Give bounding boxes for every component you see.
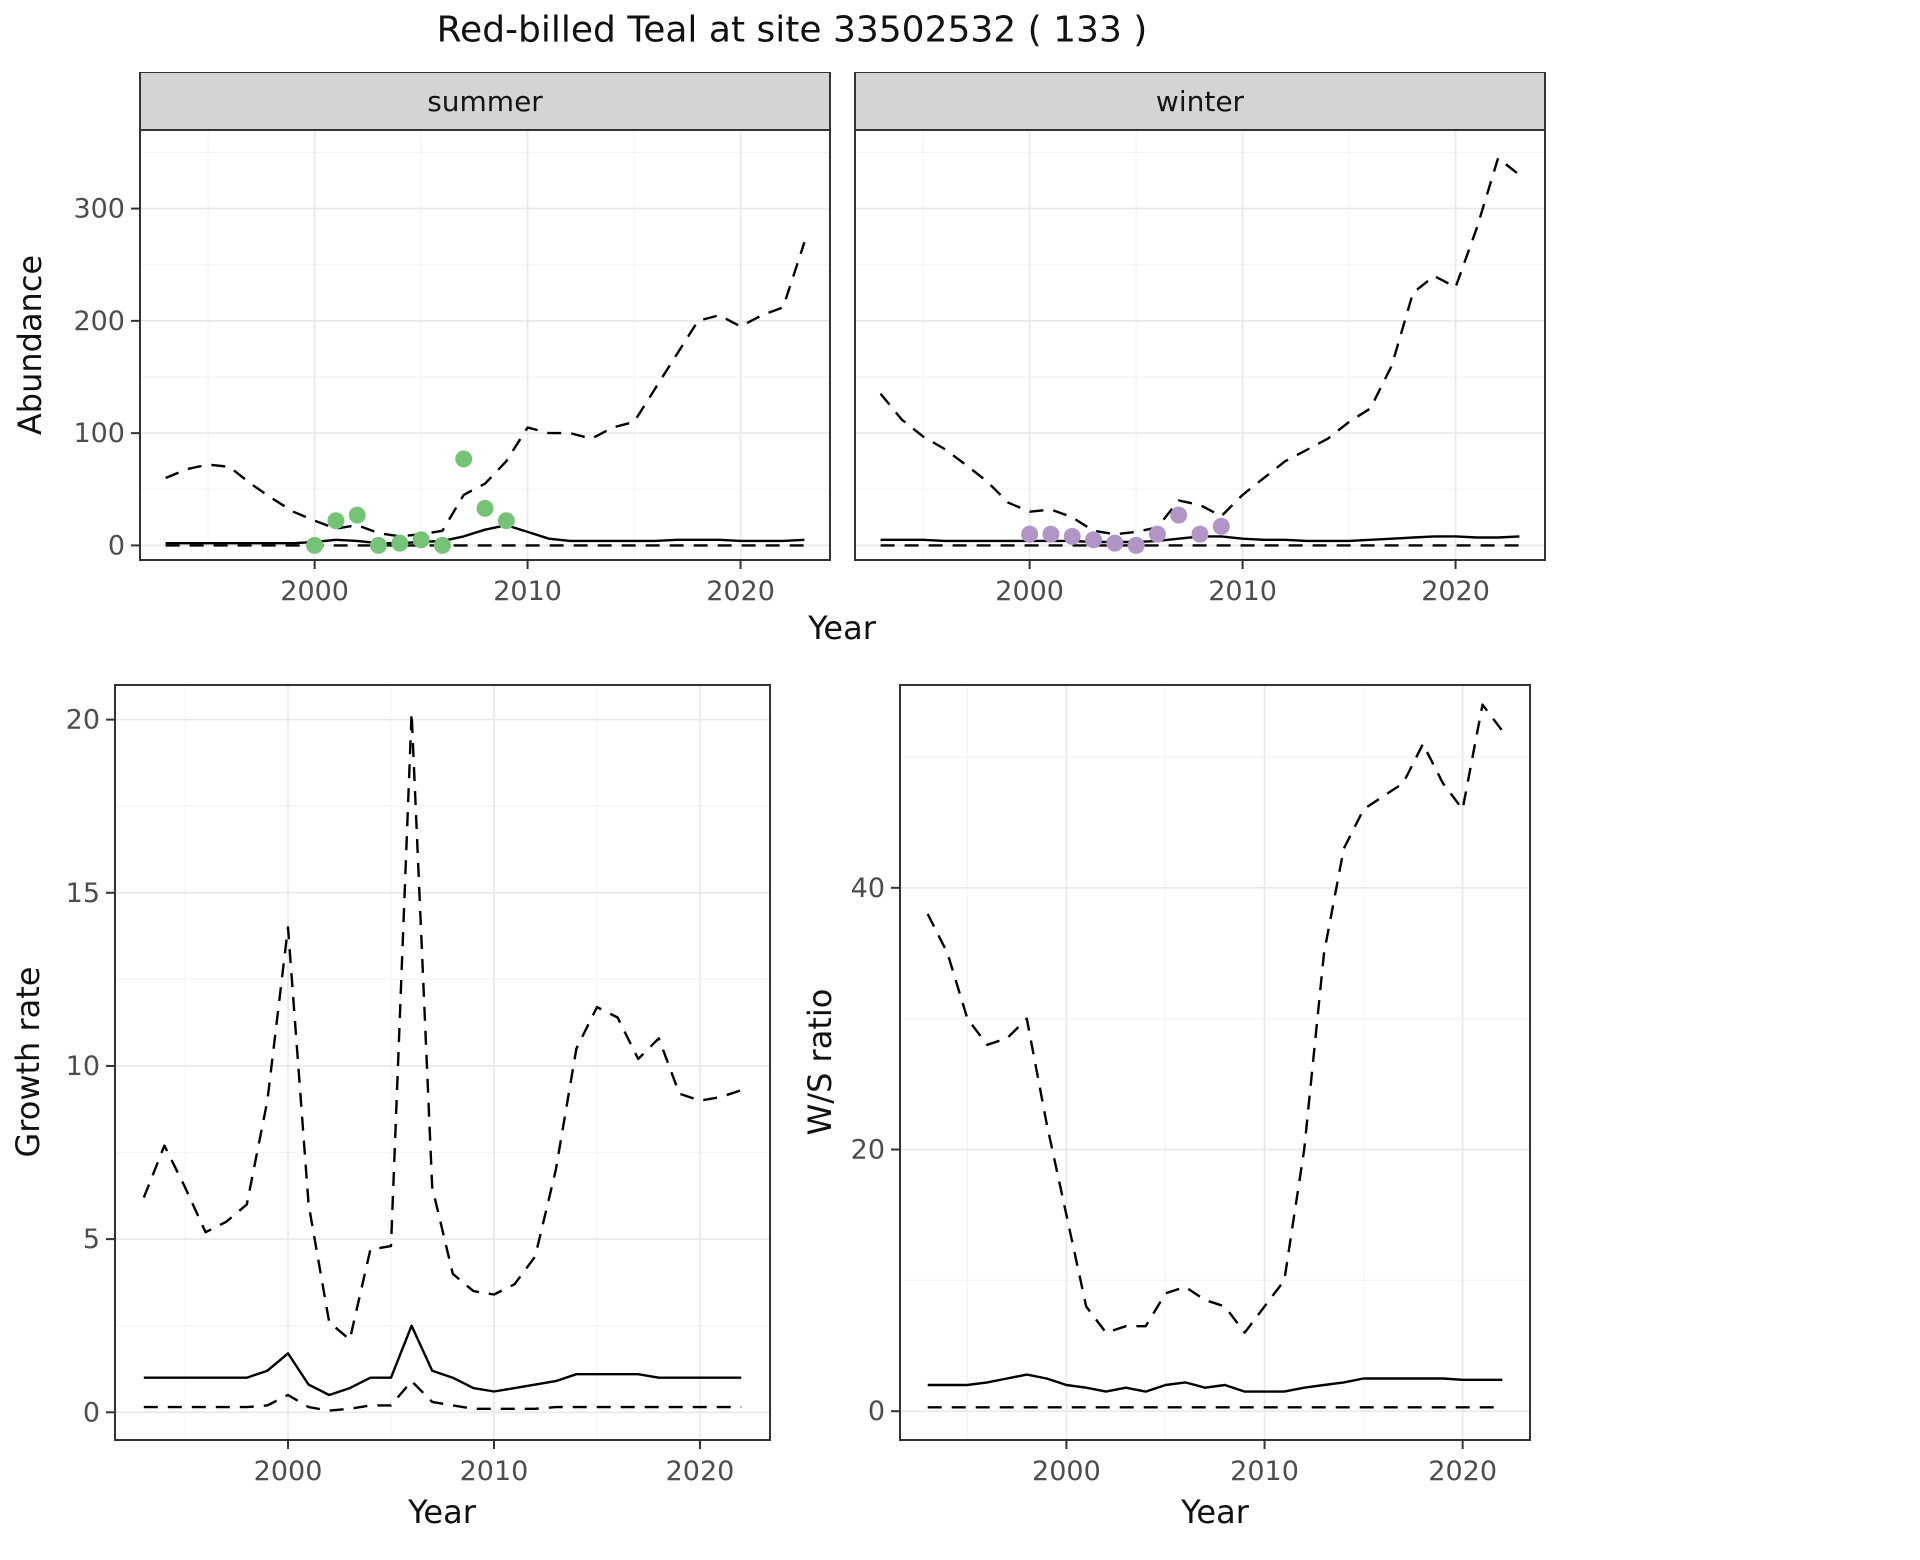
y-tick-label: 20 (66, 705, 100, 736)
gridlines (140, 130, 830, 560)
facet-strip-label: winter (1156, 85, 1245, 118)
series-upper-95-credible (926, 703, 1504, 1334)
y-tick-label: 0 (868, 1396, 885, 1427)
x-tick-label: 2000 (995, 576, 1064, 607)
gridlines (855, 130, 1545, 560)
observed-winter-count (1085, 531, 1103, 549)
observed-winter-count (1021, 525, 1039, 543)
observed-winter-counts (1021, 506, 1230, 554)
y-tick-label: 10 (66, 1051, 100, 1082)
x-tick-label: 2010 (460, 1456, 529, 1487)
y-tick-label: 0 (108, 530, 125, 561)
observed-winter-count (1063, 527, 1081, 545)
x-axis-label-year-bottom-left: Year (408, 1493, 476, 1531)
x-tick-label: 2010 (1230, 1456, 1299, 1487)
y-tick-label: 0 (83, 1397, 100, 1428)
series-median (143, 1324, 742, 1397)
growth-rate-chart: 2000 2010 2020 0 5 10 15 20 (66, 684, 771, 1487)
y-tick-label: 300 (73, 194, 125, 225)
gridlines (115, 685, 770, 1440)
observed-winter-count (1042, 525, 1060, 543)
gridlines (900, 685, 1530, 1440)
series-lower-95-credible (143, 1379, 742, 1412)
ws-ratio-chart: 2000 2010 2020 0 20 40 (851, 684, 1531, 1487)
observed-winter-count (1212, 517, 1230, 535)
x-tick-label: 2020 (1421, 576, 1490, 607)
x-tick-label: 2020 (666, 1456, 735, 1487)
y-axis-label-abundance: Abundance (11, 254, 49, 436)
observed-winter-count (1127, 536, 1145, 554)
y-tick-label: 200 (73, 306, 125, 337)
observed-winter-count (1106, 534, 1124, 552)
abundance-winter-chart: winter 2000 2010 2020 (854, 72, 1546, 607)
x-tick-label: 2010 (493, 576, 562, 607)
observed-summer-count (455, 450, 473, 468)
y-tick-label: 5 (83, 1224, 100, 1255)
panel-background (140, 130, 830, 560)
observed-summer-count (306, 536, 324, 554)
series-upper-95-credible (142, 711, 742, 1341)
observed-winter-count (1148, 525, 1166, 543)
panel-background (900, 685, 1530, 1440)
y-tick-label: 100 (73, 418, 125, 449)
x-tick-label: 2000 (1032, 1456, 1101, 1487)
y-axis-label-ws-ratio: W/S ratio (801, 988, 839, 1136)
x-tick-label: 2000 (280, 576, 349, 607)
x-tick-label: 2000 (254, 1456, 323, 1487)
y-axis-label-growth-rate: Growth rate (9, 966, 47, 1158)
x-tick-label: 2020 (706, 576, 775, 607)
panel-border (899, 684, 1531, 1441)
facet-strip (854, 72, 1546, 131)
observed-summer-count (370, 536, 388, 554)
abundance-summer-chart: summer 2000 2010 2020 0 100 200 300 (73, 72, 831, 607)
panel-background (115, 685, 770, 1440)
series-median (165, 524, 805, 545)
facet-strip (139, 72, 831, 131)
y-tick-label: 40 (851, 873, 885, 904)
series-upper-95-credible (165, 241, 806, 538)
x-tick-label: 2010 (1208, 576, 1277, 607)
observed-summer-count (391, 534, 409, 552)
x-axis-label-year-top: Year (808, 609, 876, 647)
x-tick-label: 2020 (1428, 1456, 1497, 1487)
observed-summer-counts (306, 450, 515, 554)
x-axis-label-year-bottom-right: Year (1181, 1493, 1249, 1531)
observed-summer-count (497, 512, 515, 530)
observed-summer-count (327, 512, 345, 530)
observed-winter-count (1191, 525, 1209, 543)
y-tick-label: 20 (851, 1135, 885, 1166)
plot-title: Red-billed Teal at site 33502532 ( 133 ) (436, 9, 1148, 51)
panel-background (855, 130, 1545, 560)
panel-border (114, 684, 771, 1441)
observed-summer-count (348, 506, 366, 524)
observed-winter-count (1170, 506, 1188, 524)
facet-strip-label: summer (427, 85, 543, 118)
series-median (927, 1373, 1503, 1393)
y-tick-label: 15 (66, 878, 100, 909)
observed-summer-count (412, 531, 430, 549)
observed-summer-count (433, 536, 451, 554)
observed-summer-count (476, 499, 494, 517)
